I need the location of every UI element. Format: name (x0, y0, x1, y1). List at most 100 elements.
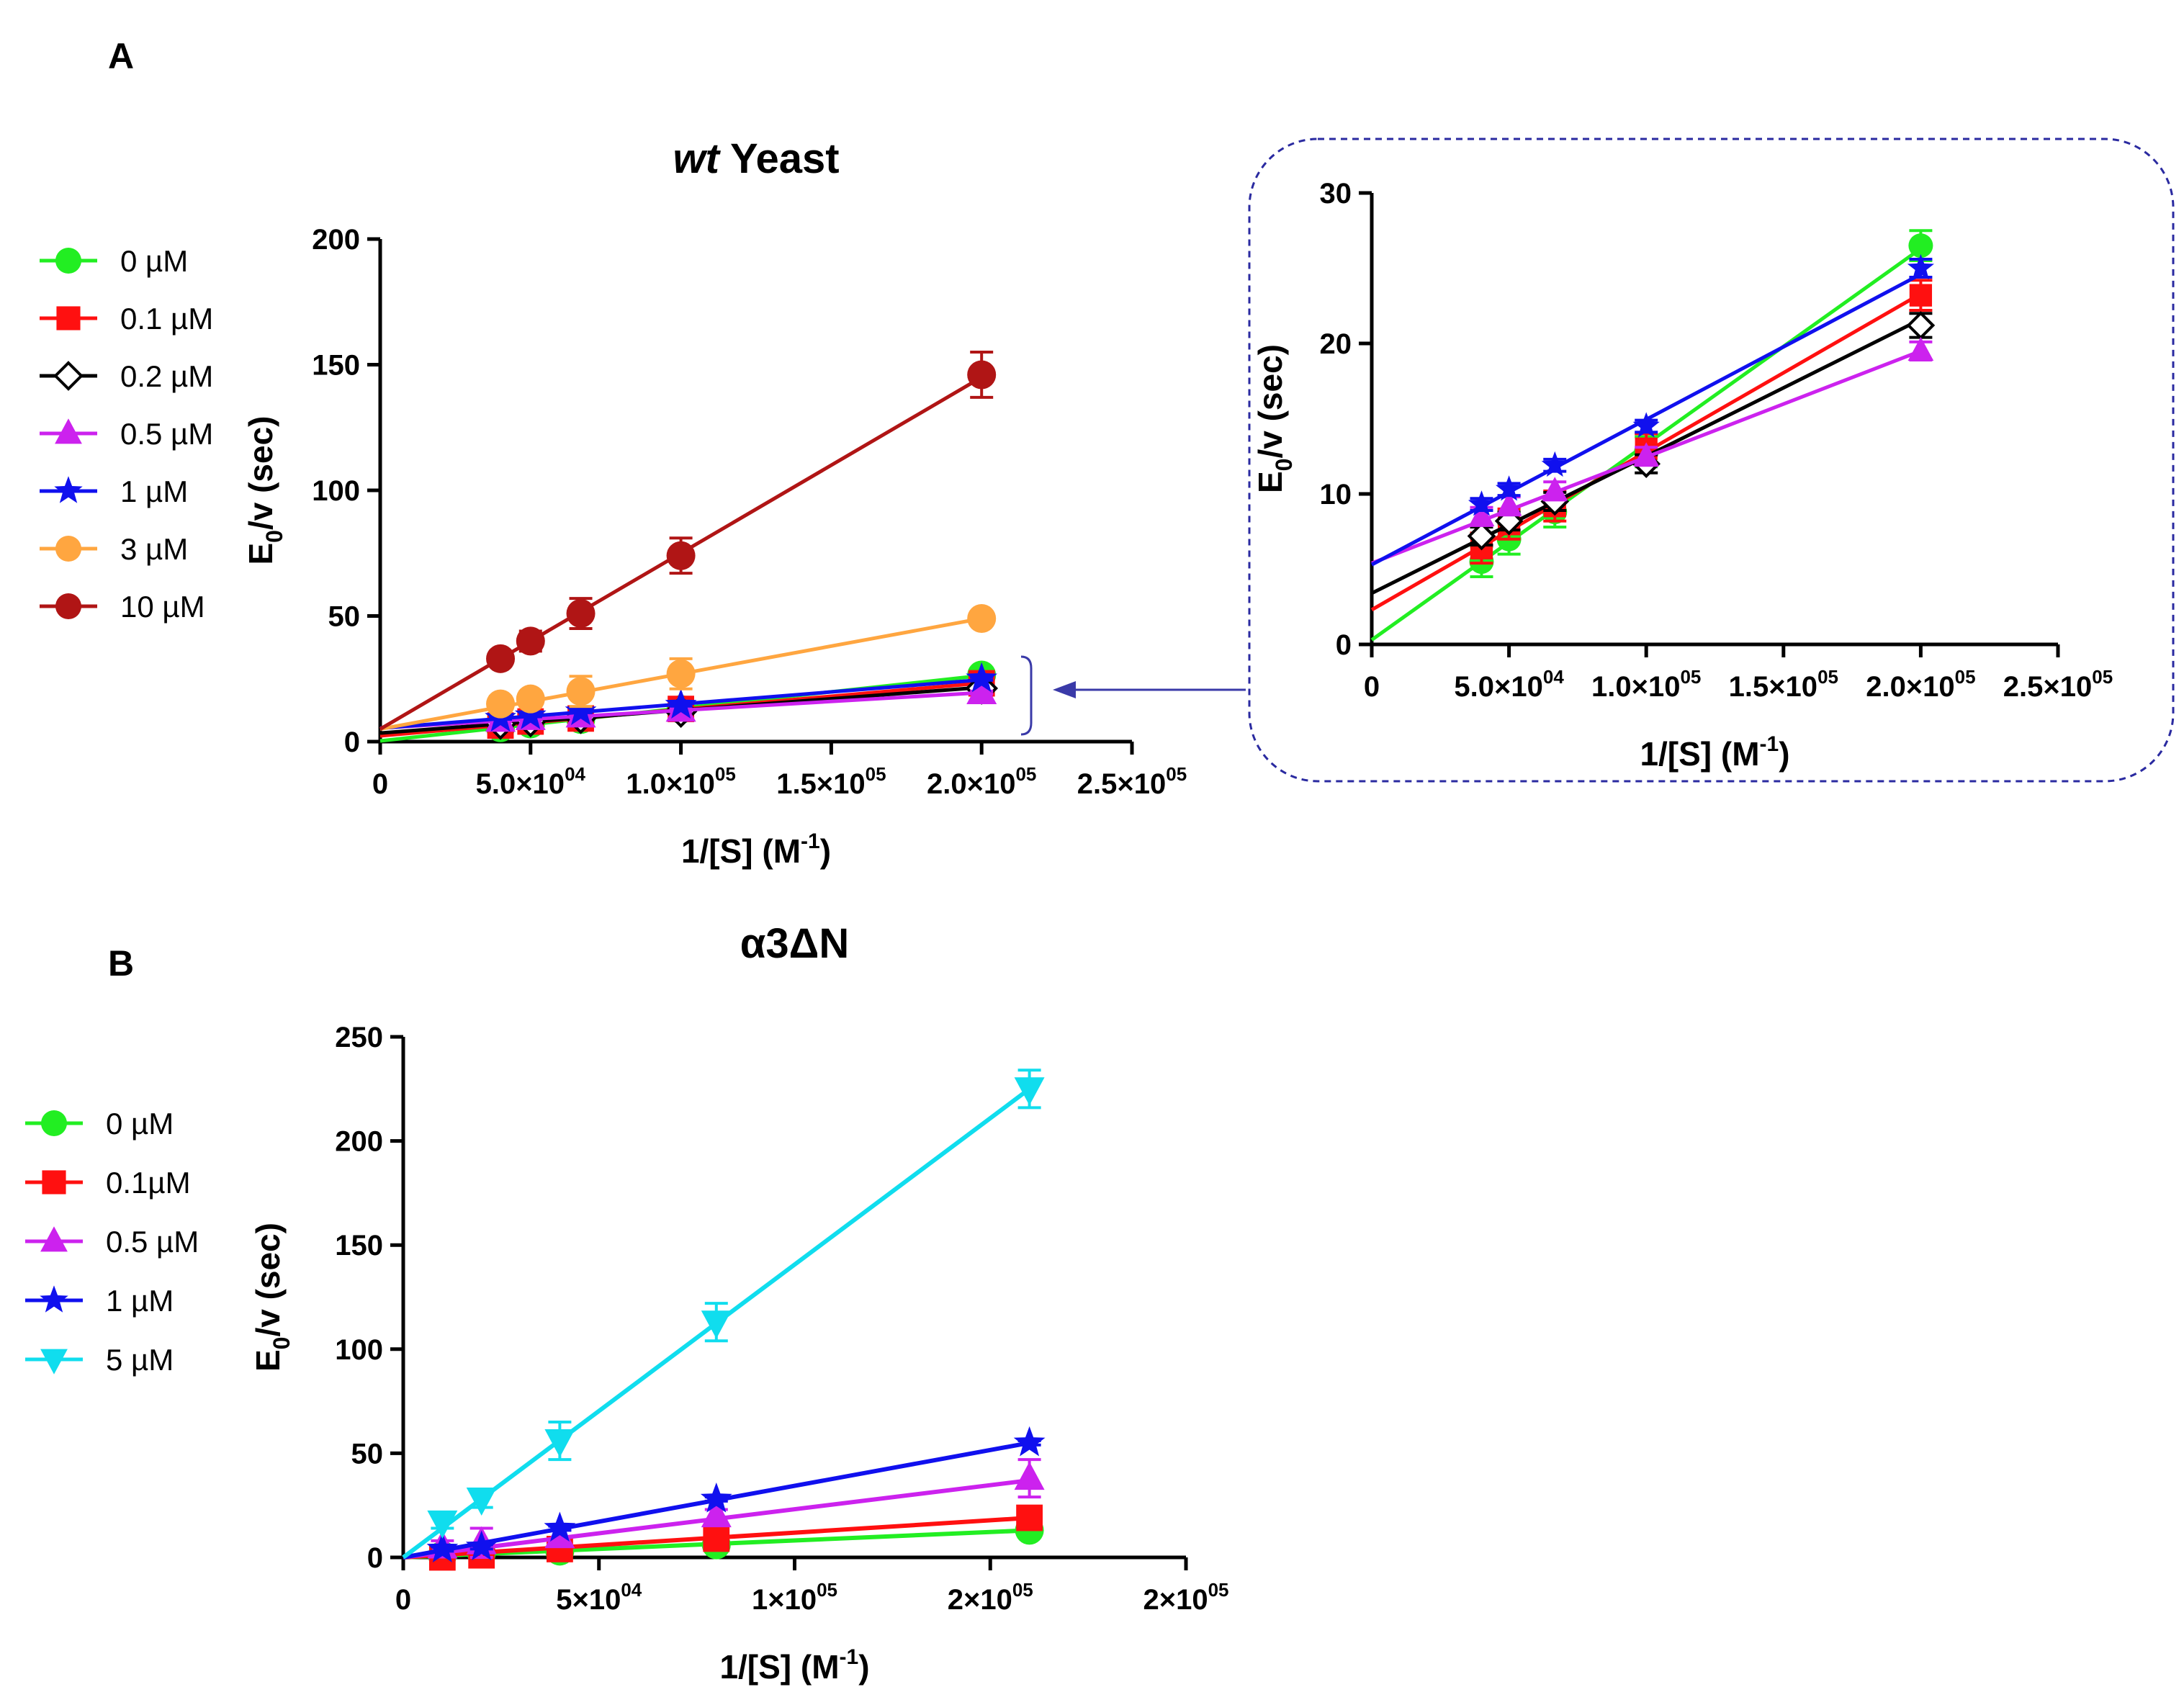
data-point (1907, 336, 1934, 361)
legend-entry-6: 10 µM (40, 590, 205, 624)
x-tick-label-base: 1.0×10 (626, 768, 714, 800)
x-tick-label-base: 1×10 (752, 1584, 817, 1616)
x-tick-label-base: 5.0×10 (476, 768, 565, 800)
legend-marker (40, 1349, 68, 1375)
x-tick-label-base: 5×10 (556, 1584, 621, 1616)
data-point (966, 675, 997, 704)
data-point (1468, 502, 1495, 526)
data-point (544, 1429, 575, 1458)
x-axis-label: 1/[S] (M-1) (1640, 732, 1789, 773)
legend-label: 0.5 µM (106, 1225, 199, 1259)
y-tick-label: 50 (351, 1438, 384, 1470)
x-tick-label: 5.0×1004 (1454, 666, 1564, 703)
y-tick-label: 20 (1320, 328, 1352, 360)
data-point (486, 689, 516, 719)
data-point (701, 1499, 732, 1528)
chart-title: α3ΔN (740, 920, 850, 967)
y-axis-label-sub: 0 (261, 530, 287, 543)
x-axis-label-text: 1/[S] (M (681, 832, 801, 870)
data-point (516, 626, 545, 656)
x-tick-label: 0 (395, 1584, 411, 1616)
legend-label: 10 µM (120, 590, 205, 624)
x-tick-label-exponent: 05 (866, 763, 886, 785)
x-tick-label-base: 0 (395, 1584, 411, 1616)
legend-entry-4: 1 µM (40, 474, 188, 508)
data-point (1496, 475, 1523, 501)
y-axis-label-sub: 0 (1271, 459, 1297, 472)
series-5 (379, 603, 997, 732)
legend-label: 0.1 µM (120, 302, 213, 336)
x-tick-label-exponent: 05 (1208, 1579, 1229, 1601)
data-point (1542, 477, 1568, 501)
x-axis-label-text: 1/[S] (M (719, 1648, 839, 1686)
legend-alpha3-delta-n: 0 µM 0.1µM 0.5 µM 1 µM 5 µM (25, 1107, 199, 1377)
legend-marker (56, 306, 81, 330)
data-point (566, 677, 596, 706)
data-point (516, 684, 545, 714)
data-point (666, 659, 696, 688)
y-axis-label-end: /v (sec) (242, 415, 279, 530)
data-point (665, 688, 697, 719)
legend-entry-1: 0.1 µM (40, 302, 213, 336)
x-tick-label-exponent: 05 (715, 763, 736, 785)
y-axis-label: E0/v (sec) (249, 1223, 295, 1372)
x-tick-label: 2.0×1005 (1866, 666, 1975, 703)
legend-entry-4: 5 µM (25, 1343, 174, 1377)
x-tick-label-base: 2.0×10 (1866, 671, 1954, 703)
legend-entry-3: 0.5 µM (40, 417, 213, 451)
y-tick-label: 10 (1320, 479, 1352, 510)
data-point (565, 695, 597, 726)
y-axis-label-text: E (242, 543, 279, 565)
y-tick-label: 150 (335, 1230, 383, 1261)
y-tick-label: 100 (335, 1334, 383, 1366)
legend-marker (42, 1170, 66, 1195)
legend-marker (55, 536, 81, 562)
y-tick-label: 150 (312, 350, 360, 382)
legend-label: 5 µM (106, 1343, 174, 1377)
x-axis-label-sup: -1 (1760, 732, 1779, 756)
x-tick-label: 0 (1364, 671, 1380, 703)
data-point (703, 1525, 730, 1552)
data-point (465, 1530, 498, 1561)
panel-label-b: B (108, 943, 134, 984)
series-3 (403, 1426, 1046, 1562)
data-point (666, 541, 696, 570)
legend-marker (41, 1110, 67, 1136)
x-tick-label-base: 2.0×10 (927, 768, 1015, 800)
data-point (466, 1488, 497, 1516)
x-tick-label-exponent: 05 (1012, 1579, 1033, 1601)
legend-marker (54, 476, 83, 503)
series-6 (379, 351, 997, 731)
series-4 (402, 1069, 1045, 1560)
x-axis-label-end: ) (858, 1648, 869, 1686)
y-tick-label: 30 (1320, 178, 1352, 210)
legend-label: 0 µM (106, 1107, 174, 1141)
y-tick-label: 0 (367, 1542, 383, 1574)
data-point (966, 662, 998, 693)
y-axis-label: E0/v (sec) (242, 415, 287, 564)
data-point (1632, 412, 1660, 438)
data-point (1013, 1426, 1046, 1457)
legend-label: 0 µM (120, 244, 188, 278)
data-point (967, 360, 997, 390)
data-point (1909, 284, 1933, 307)
legend-entry-5: 3 µM (40, 532, 188, 566)
x-tick-label-base: 2×10 (1143, 1584, 1208, 1616)
data-point (1907, 253, 1934, 280)
y-tick-label: 50 (328, 601, 361, 633)
data-point (1541, 451, 1568, 477)
y-axis-label-end: /v (sec) (249, 1223, 287, 1337)
x-axis-label-sup: -1 (801, 829, 820, 853)
x-tick-label: 1×1005 (752, 1579, 837, 1616)
legend-entry-0: 0 µM (40, 244, 188, 278)
legend-marker (55, 418, 82, 444)
legend-label: 0.1µM (106, 1166, 191, 1200)
data-point (701, 1310, 732, 1339)
x-tick-label-exponent: 05 (1015, 763, 1036, 785)
legend-entry-1: 0.1µM (25, 1166, 191, 1200)
inset-frame (1248, 138, 2175, 783)
x-axis-label: 1/[S] (M-1) (719, 1645, 869, 1686)
x-tick-label-exponent: 05 (1817, 666, 1838, 688)
